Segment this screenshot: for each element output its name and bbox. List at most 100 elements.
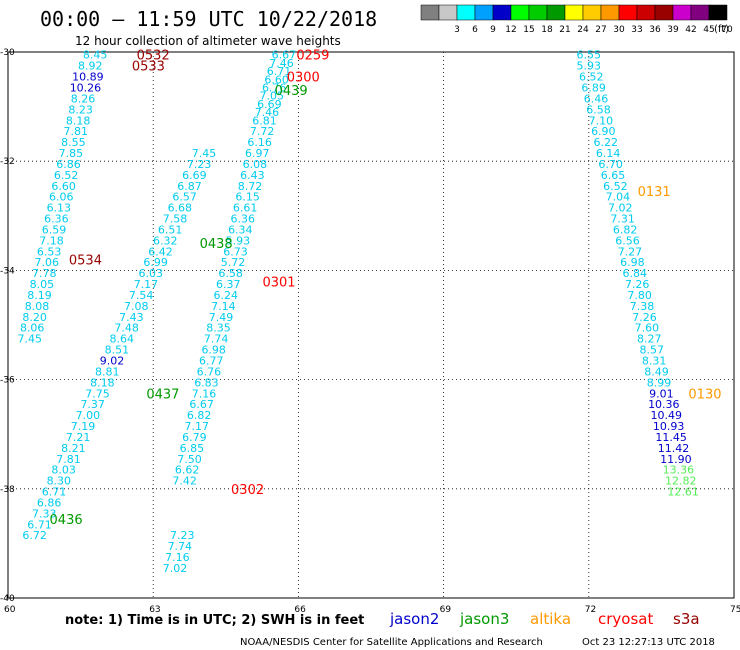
swh-value: 8.31 (642, 354, 667, 367)
legend-tick-label: 27 (595, 25, 606, 35)
swh-value: 6.24 (214, 289, 239, 302)
time-label: 0300 (287, 71, 320, 86)
x-tick-label: 60 (4, 605, 16, 615)
swh-value: 6.73 (223, 245, 248, 258)
swh-value: 7.50 (177, 453, 202, 466)
swh-value: 7.10 (589, 114, 614, 127)
swh-value: 6.83 (194, 376, 219, 389)
swh-value: 6.62 (175, 464, 200, 477)
legend-swatch (600, 4, 620, 21)
swh-value: 9.02 (100, 354, 125, 367)
swh-value: 7.23 (170, 529, 195, 542)
swh-value: 8.27 (637, 333, 662, 346)
swh-value: 6.22 (593, 136, 618, 149)
swh-value: 7.33 (32, 507, 57, 520)
swh-value: 5.93 (577, 60, 602, 73)
swh-value: 7.45 (18, 333, 43, 346)
swh-value: 6.52 (579, 71, 604, 84)
swh-value: 6.32 (153, 234, 178, 247)
swh-value: 6.52 (54, 169, 79, 182)
swh-value: 7.60 (635, 322, 660, 335)
swh-value: 6.55 (577, 49, 602, 62)
swh-value: 6.98 (620, 256, 645, 269)
swh-value: 7.18 (39, 234, 64, 247)
legend-swatch (438, 4, 458, 21)
swh-value: 8.18 (90, 376, 115, 389)
swh-value: 6.67 (189, 398, 214, 411)
swh-value: 7.54 (129, 289, 154, 302)
footer-timestamp: Oct 23 12:27:13 UTC 2018 (582, 637, 715, 648)
swh-value: 7.80 (627, 289, 652, 302)
swh-value: 7.81 (64, 125, 89, 138)
swh-value: 10.36 (648, 398, 680, 411)
time-label: 0534 (69, 253, 102, 268)
swh-value: 8.81 (95, 365, 120, 378)
swh-value: 6.03 (139, 267, 164, 280)
swh-value: 6.59 (42, 223, 67, 236)
swh-value: 7.14 (211, 300, 236, 313)
swh-value: 6.65 (601, 169, 626, 182)
legend-tick-label: 36 (649, 25, 661, 35)
swh-value: 6.79 (182, 431, 207, 444)
legend-swatch (618, 4, 638, 21)
time-label: 0301 (262, 275, 295, 290)
swh-value: 7.49 (209, 311, 234, 324)
swh-value: 6.69 (182, 169, 207, 182)
swh-value: 7.42 (172, 475, 197, 488)
swh-value: 6.97 (245, 147, 270, 160)
swh-value: 8.06 (20, 322, 45, 335)
time-label: 0436 (50, 513, 83, 528)
satellite-name: cryosat (598, 610, 653, 628)
swh-value: 6.06 (49, 191, 74, 204)
grid-lines (8, 52, 734, 598)
swh-value: 8.92 (78, 60, 103, 73)
swh-value: 8.64 (109, 333, 134, 346)
y-tick-label: -34 (0, 266, 15, 276)
axis-ticks: 60 63 66 69 72 75 -30 -32 -34 -36 -38 -40 (0, 48, 740, 615)
satellite-name: jason2 (389, 610, 439, 628)
legend-swatch (456, 4, 476, 21)
swh-value: 6.61 (233, 202, 258, 215)
legend-tick-label: 6 (472, 25, 478, 35)
swh-value: 6.56 (615, 234, 640, 247)
swh-value: 7.72 (250, 125, 275, 138)
legend-tick-label: 12 (505, 25, 516, 35)
swh-value: 6.81 (252, 114, 277, 127)
satellite-name: altika (530, 610, 571, 628)
swh-value: 8.35 (206, 322, 231, 335)
legend-swatch (474, 4, 494, 21)
swh-value: 8.26 (71, 92, 96, 105)
legend-tick-label: 18 (541, 25, 553, 35)
swh-value: 6.68 (168, 202, 193, 215)
time-label: 0437 (146, 387, 179, 402)
swh-value: 7.75 (85, 387, 110, 400)
swh-value: 6.70 (598, 158, 623, 171)
swh-value: 5.72 (221, 256, 246, 269)
swh-value: 6.16 (247, 136, 272, 149)
swh-value: 7.46 (269, 57, 294, 70)
legend-swatch (528, 4, 548, 21)
swh-value: 8.23 (68, 103, 93, 116)
swh-value: 8.21 (61, 442, 86, 455)
swh-value: 6.52 (603, 180, 628, 193)
satellite-legend: jason2 jason3 altika cryosat s3a (389, 610, 700, 628)
swh-value: 7.04 (606, 191, 631, 204)
swh-value: 6.36 (44, 213, 69, 226)
swh-value: 6.85 (180, 442, 205, 455)
swh-value: 7.74 (168, 540, 193, 553)
swh-value: 6.34 (228, 223, 253, 236)
legend-swatch (636, 4, 656, 21)
swh-value: 6.82 (613, 223, 638, 236)
swh-value: 7.16 (192, 387, 217, 400)
swh-value: 7.31 (610, 213, 635, 226)
y-tick-label: -30 (0, 48, 15, 58)
swh-value: 10.49 (650, 409, 682, 422)
swh-value: 6.86 (56, 158, 81, 171)
swh-value: 7.37 (80, 398, 105, 411)
swh-value: 7.74 (204, 333, 229, 346)
swh-value: 12.61 (667, 486, 699, 499)
swh-value: 7.23 (187, 158, 212, 171)
chart-title: 00:00 – 11:59 UTC 10/22/2018 (40, 7, 377, 31)
